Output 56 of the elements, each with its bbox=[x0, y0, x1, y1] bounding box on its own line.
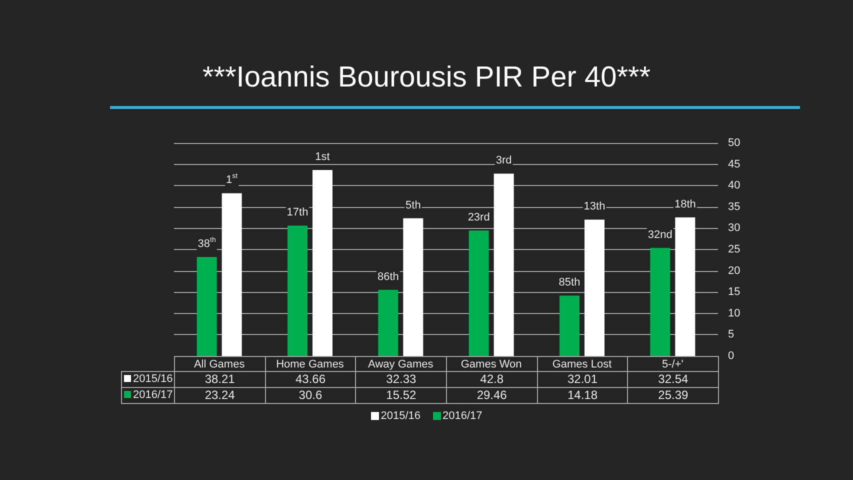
bar bbox=[584, 220, 604, 356]
data-label: 42.8 bbox=[446, 371, 538, 388]
bar bbox=[222, 193, 242, 356]
x-tick-label: All Games bbox=[194, 358, 246, 370]
legend-label: 2015/16 bbox=[121, 371, 175, 388]
bar bbox=[468, 230, 489, 356]
data-label: 32.54 bbox=[627, 371, 719, 388]
bar bbox=[196, 257, 217, 356]
chart-title: ***Ioannis Bourousis PIR Per 40*** bbox=[202, 62, 651, 94]
data-label: 14.18 bbox=[536, 387, 628, 404]
y-tick-label: 25 bbox=[728, 244, 740, 256]
data-label: 32.01 bbox=[536, 371, 628, 388]
y-tick-label: 5 bbox=[728, 328, 734, 341]
bar bbox=[494, 174, 514, 356]
annotation: 23rd bbox=[468, 212, 490, 224]
y-tick-label: 0 bbox=[728, 350, 734, 362]
annotation: 1st bbox=[315, 151, 330, 164]
data-label: 43.66 bbox=[264, 371, 356, 388]
annotation: 18th bbox=[674, 198, 696, 210]
bar bbox=[560, 296, 580, 356]
data-label: 25.39 bbox=[627, 387, 719, 404]
x-tick-label: Home Games bbox=[276, 358, 344, 370]
bar bbox=[403, 218, 424, 356]
annotation: 3rd bbox=[496, 154, 512, 167]
y-tick-label: 35 bbox=[728, 200, 740, 213]
text: 2015/16 bbox=[380, 410, 420, 422]
annotation: 17th bbox=[286, 206, 308, 219]
bar bbox=[312, 170, 332, 356]
annotation: 32nd bbox=[648, 228, 672, 241]
bar bbox=[650, 248, 670, 356]
annotation: 85th bbox=[558, 276, 580, 289]
bar bbox=[378, 290, 398, 356]
data-label: 38.21 bbox=[174, 371, 266, 388]
annotation: 86th bbox=[377, 270, 399, 283]
data-label: 32.33 bbox=[355, 371, 447, 388]
data-label: 30.6 bbox=[264, 387, 356, 404]
x-tick-label: Away Games bbox=[368, 358, 434, 370]
x-tick-label: Games Lost bbox=[552, 358, 612, 370]
y-tick-label: 10 bbox=[728, 307, 740, 320]
x-tick-label: Games Won bbox=[460, 358, 522, 370]
y-tick-label: 15 bbox=[728, 286, 740, 298]
bar bbox=[288, 226, 308, 356]
x-tick-label: 5-/+' bbox=[662, 358, 684, 370]
y-tick-label: 30 bbox=[728, 222, 740, 234]
annotation: 13th bbox=[584, 200, 606, 213]
legend-label: 2016/17 bbox=[121, 387, 175, 404]
data-label: 15.52 bbox=[355, 387, 447, 404]
y-tick-label: 20 bbox=[728, 264, 740, 277]
text: 2016/17 bbox=[442, 410, 482, 422]
data-label: 29.46 bbox=[446, 387, 538, 404]
bar bbox=[675, 217, 696, 356]
annotation: 5th bbox=[406, 199, 421, 212]
y-tick-label: 40 bbox=[728, 180, 740, 192]
y-tick-label: 45 bbox=[728, 158, 740, 170]
y-tick-label: 50 bbox=[728, 137, 740, 149]
data-label: 23.24 bbox=[174, 387, 266, 404]
